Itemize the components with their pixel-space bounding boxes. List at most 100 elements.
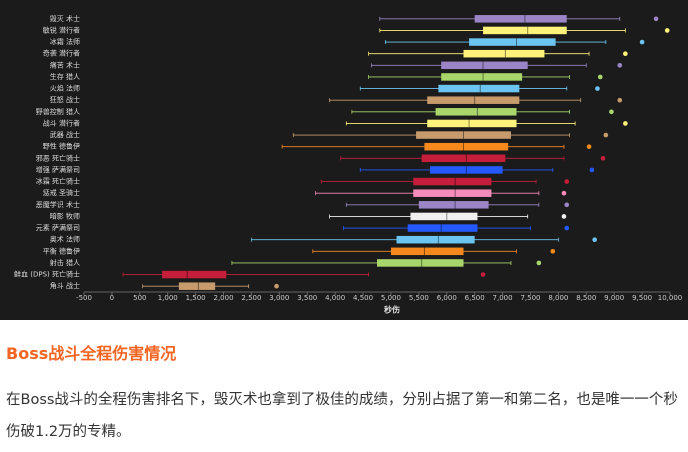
- x-tick-label: 4,000: [325, 294, 345, 302]
- x-tick-label: 500: [133, 294, 146, 302]
- y-tick-label: 武器 战士: [50, 130, 80, 139]
- x-tick-label: 7,500: [520, 294, 540, 302]
- y-tick-label: 惩戒 圣骑士: [43, 188, 80, 197]
- y-tick-label: 生存 猎人: [50, 72, 80, 81]
- box: [424, 142, 509, 151]
- outlier: [609, 109, 614, 115]
- outlier: [653, 16, 659, 22]
- x-tick-label: 1,500: [186, 294, 206, 302]
- outlier: [564, 202, 570, 208]
- outlier: [586, 144, 592, 149]
- x-tick-label: 0: [110, 294, 114, 302]
- x-tick-label: 4,500: [353, 294, 373, 302]
- box: [390, 247, 464, 256]
- y-tick-label: 狂怒 战士: [50, 95, 80, 104]
- outlier: [623, 121, 628, 126]
- box: [377, 259, 464, 267]
- x-tick-label: 9,500: [632, 294, 652, 302]
- chart-background: [0, 0, 688, 320]
- y-tick-label: 恶魔学识 术士: [36, 200, 80, 209]
- y-tick-label: 平衡 德鲁伊: [43, 246, 80, 255]
- box: [427, 119, 517, 128]
- outlier: [623, 51, 628, 56]
- chart: 秒伤 -500 0 500 1,000 1,500 2,000 2,500 3,000 3,50…: [0, 0, 688, 320]
- y-tick-label: 奥术 法师: [50, 235, 80, 244]
- y-tick-label: 野兽控制 猎人: [36, 107, 80, 116]
- x-axis-label: 秒伤: [384, 305, 400, 315]
- outlier: [561, 190, 567, 196]
- x-tick-label: 1,000: [158, 294, 178, 302]
- y-tick-label: 敏锐 潜行者: [43, 25, 80, 34]
- outlier: [589, 167, 595, 173]
- x-tick-label: 2,500: [241, 294, 261, 302]
- box: [438, 84, 520, 93]
- x-tick-label: 10,000: [658, 294, 683, 302]
- x-tick-label: 2,000: [214, 294, 234, 302]
- box: [430, 166, 503, 174]
- y-tick-label: 射击 猎人: [50, 258, 80, 267]
- outlier: [536, 260, 542, 266]
- y-tick-label: 火焰 法师: [50, 84, 80, 93]
- outlier: [603, 132, 609, 138]
- y-tick-label: 冰霜 法师: [50, 37, 80, 46]
- x-tick-label: 8,000: [548, 294, 568, 302]
- y-tick-label: 暗影 牧师: [50, 211, 80, 220]
- y-tick-label: 毁灭 术士: [50, 14, 80, 23]
- outlier: [595, 86, 600, 91]
- x-tick-label: 5,000: [381, 294, 401, 302]
- box: [410, 212, 478, 221]
- y-tick-label: 增强 萨满祭司: [36, 165, 80, 174]
- x-tick-label: 3,500: [297, 294, 317, 302]
- x-tick-label: 8,500: [576, 294, 596, 302]
- heading: Boss战斗全程伤害情况: [6, 344, 177, 363]
- y-tick-label: 邪恶 死亡骑士: [36, 153, 80, 162]
- x-tick-label: 7,000: [493, 294, 513, 302]
- outlier: [274, 283, 279, 289]
- outlier: [561, 214, 567, 219]
- y-tick-label: 冰霜 死亡骑士: [36, 177, 80, 186]
- box: [441, 73, 523, 81]
- y-tick-label: 鲜血 (DPS) 死亡骑士: [14, 270, 80, 279]
- y-tick-label: 战斗 潜行者: [43, 118, 80, 127]
- box: [396, 235, 475, 244]
- x-tick-label: 5,500: [409, 294, 429, 302]
- box: [463, 49, 545, 58]
- box: [474, 15, 567, 23]
- outlier: [600, 156, 606, 161]
- outlier: [639, 39, 645, 45]
- box: [416, 131, 511, 139]
- box: [413, 189, 492, 197]
- x-tick-label: 9,000: [604, 294, 624, 302]
- y-tick-label: 痛苦 术士: [50, 60, 80, 69]
- box: [483, 26, 567, 35]
- x-tick-label: 3,000: [269, 294, 289, 302]
- y-tick-label: 奇袭 潜行者: [43, 49, 80, 58]
- box: [413, 177, 492, 186]
- outlier: [597, 74, 603, 80]
- box: [427, 96, 520, 104]
- y-tick-label: 野性 德鲁伊: [43, 142, 80, 151]
- box: [407, 224, 478, 232]
- outlier: [564, 179, 570, 184]
- outlier: [550, 249, 556, 254]
- box: [441, 61, 528, 70]
- outlier: [664, 28, 670, 33]
- x-tick-label: -500: [76, 294, 92, 302]
- paragraph: 在Boss战斗的全程伤害排名下，毁灭术也拿到了极佳的成绩，分别占据了第一和第二名…: [6, 392, 678, 440]
- box: [421, 154, 506, 163]
- y-tick-label: 元素 萨满祭司: [36, 223, 80, 232]
- outlier: [592, 237, 597, 242]
- x-tick-label: 6,500: [465, 294, 485, 302]
- y-tick-label: 角斗 战士: [50, 281, 80, 290]
- box: [162, 270, 227, 279]
- box: [178, 282, 216, 290]
- box: [418, 201, 489, 209]
- x-tick-label: 6,000: [437, 294, 457, 302]
- outlier: [617, 97, 623, 103]
- box: [469, 38, 556, 46]
- outlier: [564, 225, 570, 231]
- outlier: [617, 63, 623, 68]
- outlier: [480, 272, 486, 277]
- box: [435, 108, 517, 116]
